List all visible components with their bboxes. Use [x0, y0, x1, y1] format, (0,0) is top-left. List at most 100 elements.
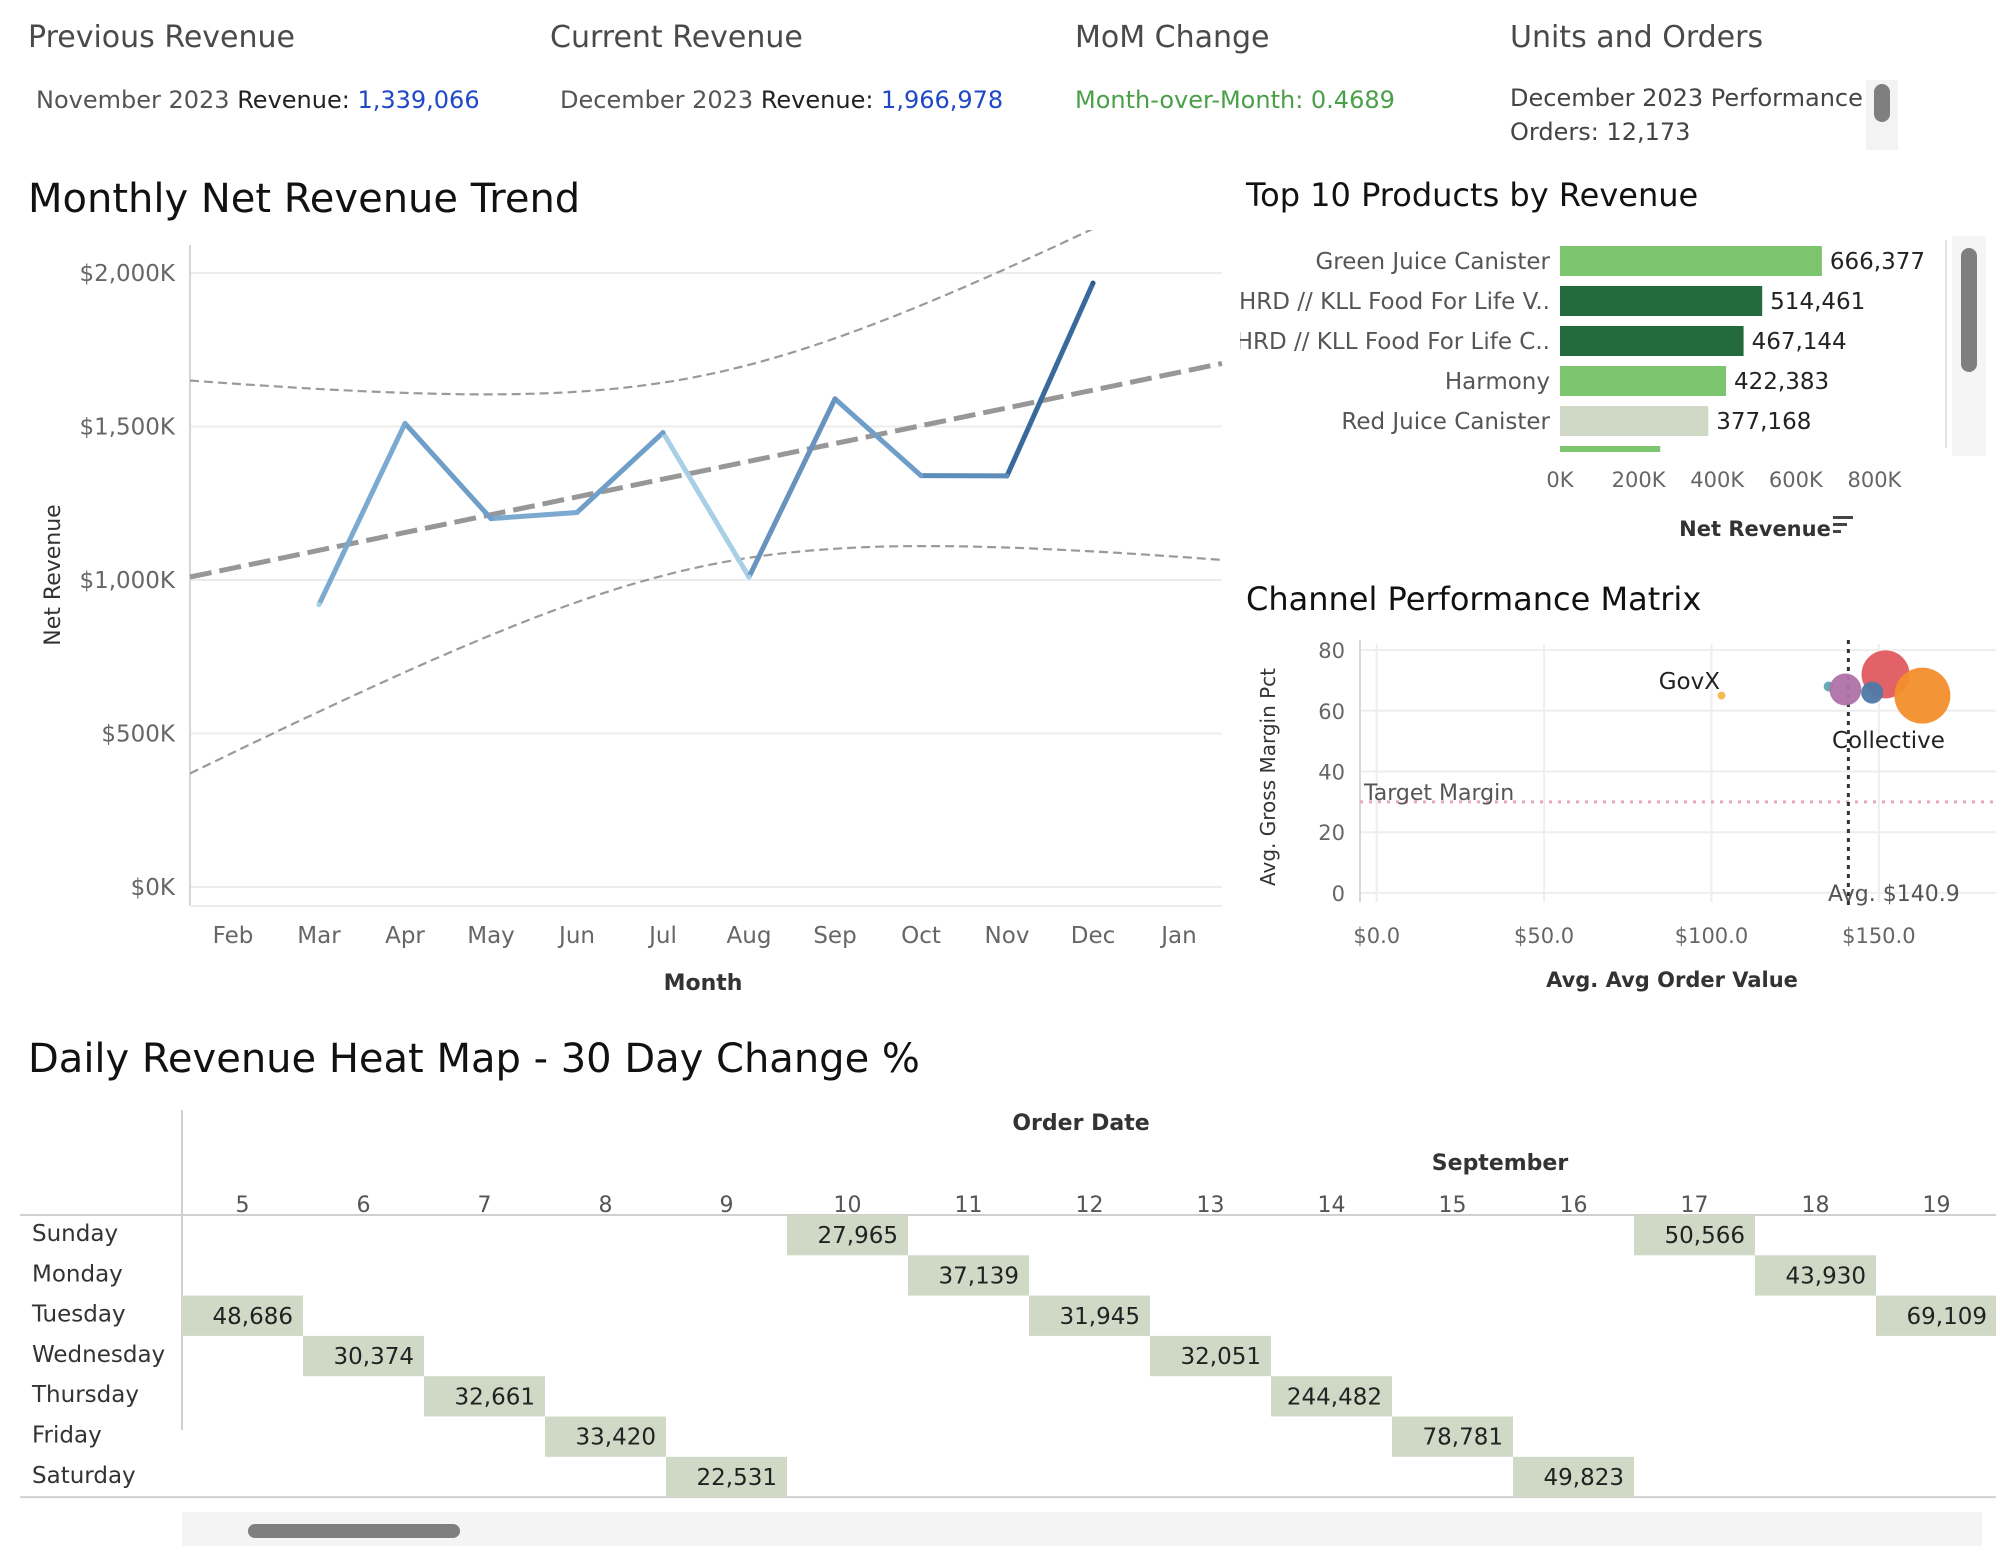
heatmap-cell[interactable]: [1271, 1376, 1392, 1417]
trend-point[interactable]: [1004, 473, 1010, 479]
heatmap-column-label: 16: [1560, 1193, 1588, 1218]
trend-segment: [660, 430, 752, 580]
heatmap-cell[interactable]: [1876, 1295, 1996, 1336]
heatmap-cell[interactable]: [908, 1255, 1029, 1296]
units-scrollbar[interactable]: [1866, 80, 1898, 150]
heatmap-column-label: 11: [955, 1193, 983, 1218]
product-bar[interactable]: [1560, 326, 1744, 356]
top-products-scrollbar[interactable]: [1952, 236, 1986, 456]
trend-x-tick: Jun: [557, 923, 595, 949]
trend-x-tick: Feb: [213, 923, 254, 949]
trend-segment: [488, 509, 580, 522]
product-bar[interactable]: [1560, 366, 1726, 396]
channel-y-ticks: 0 20 40 60 80: [1318, 639, 1345, 906]
channel-x-tick: $50.0: [1514, 924, 1574, 948]
heatmap-cell-value: 43,930: [1786, 1263, 1866, 1289]
channel-points: [1717, 650, 1951, 724]
channel-x-tick: $150.0: [1842, 924, 1915, 948]
heatmap-cell[interactable]: [1150, 1335, 1271, 1377]
trend-x-tick: Jul: [647, 923, 677, 949]
heatmap-cell-value: 22,531: [697, 1465, 777, 1491]
top-products-bars: Green Juice Canister 666,377 HRD // KLL Fo…: [1240, 246, 1925, 476]
trend-x-label: Month: [664, 971, 743, 996]
channel-point[interactable]: [1861, 681, 1884, 704]
heatmap-cell[interactable]: [303, 1335, 424, 1377]
heatmap-cell-value: 69,109: [1907, 1304, 1987, 1330]
heatmap-row-label: Wednesday: [32, 1342, 165, 1368]
heatmap-cell[interactable]: [545, 1416, 666, 1457]
previous-revenue-title: Previous Revenue: [28, 20, 295, 55]
heatmap-cell[interactable]: [1029, 1295, 1150, 1336]
trend-point[interactable]: [918, 473, 924, 479]
trend-series: [316, 280, 1096, 608]
trend-point[interactable]: [316, 602, 322, 608]
product-bar-partial[interactable]: [1560, 446, 1661, 476]
trend-segment: [746, 396, 838, 580]
trend-x-tick: Aug: [727, 923, 772, 949]
product-x-tick: 600K: [1769, 468, 1824, 492]
product-value: 422,383: [1734, 369, 1829, 395]
trend-point[interactable]: [574, 509, 580, 515]
heatmap-column-label: 9: [720, 1193, 734, 1218]
heatmap-cell-value: 78,781: [1423, 1425, 1503, 1451]
heatmap-chart: Order Date September 5 6 7 8 9 10 11 12 13 14 15 16…: [20, 1110, 1996, 1499]
heatmap-cell-value: 33,420: [576, 1425, 656, 1451]
heatmap-scrollbar[interactable]: [182, 1512, 1982, 1546]
product-label: HRD // KLL Food For Life C..: [1240, 329, 1550, 355]
units-scrollbar-thumb[interactable]: [1874, 84, 1890, 122]
trend-point[interactable]: [402, 420, 408, 426]
trend-point[interactable]: [660, 430, 666, 436]
sort-icon[interactable]: [1833, 516, 1853, 533]
current-revenue-line: December 2023 Revenue: 1,966,978: [560, 86, 1003, 114]
channel-point[interactable]: [1717, 691, 1726, 700]
previous-revenue-line: November 2023 Revenue: 1,339,066: [36, 86, 480, 114]
channel-x-tick: $100.0: [1675, 924, 1748, 948]
heatmap-month: September: [1432, 1151, 1569, 1176]
trend-y-tick: $2,000K: [79, 261, 175, 287]
heatmap-cell[interactable]: [1755, 1255, 1876, 1296]
heatmap-cell-value: 48,686: [213, 1304, 293, 1330]
trend-y-tick: $1,000K: [79, 568, 175, 594]
heatmap-cell[interactable]: [1634, 1215, 1755, 1256]
channel-gridlines: [1359, 640, 1996, 902]
heatmap-cell[interactable]: [1513, 1456, 1634, 1498]
channel-matrix-title: Channel Performance Matrix: [1246, 580, 1702, 618]
product-bar[interactable]: [1560, 406, 1709, 436]
trend-regression-line: [189, 360, 1223, 580]
heatmap-cell[interactable]: [424, 1376, 545, 1417]
previous-period: November 2023: [36, 86, 230, 114]
heatmap-cell[interactable]: [1392, 1416, 1513, 1457]
heatmap-column-label: 12: [1076, 1193, 1104, 1218]
product-value: 514,461: [1770, 289, 1865, 315]
top-products-title: Top 10 Products by Revenue: [1246, 176, 1699, 214]
trend-segment: [316, 420, 408, 608]
top-products-scrollbar-thumb[interactable]: [1961, 248, 1977, 372]
channel-matrix-chart: 0 20 40 60 80 $0.0 $50.0 $100.0 $150.0 Avg. Avg…: [1256, 639, 1996, 992]
product-bar[interactable]: [1560, 246, 1822, 276]
top-products-x-ticks: 0K 200K 400K 600K 800K: [1546, 468, 1902, 492]
trend-point[interactable]: [746, 574, 752, 580]
trend-x-tick: Oct: [901, 923, 941, 949]
channel-point[interactable]: [1829, 673, 1862, 706]
trend-point[interactable]: [832, 396, 838, 402]
channel-point[interactable]: [1894, 667, 1951, 724]
heatmap-cell[interactable]: [666, 1456, 787, 1498]
product-value: 467,144: [1752, 329, 1847, 355]
heatmap-rows: Sunday Monday Tuesday Wednesday Thursday Frid…: [31, 1221, 165, 1489]
trend-y-tick: $500K: [101, 722, 176, 748]
top-products-chart: Green Juice Canister 666,377 HRD // KLL Fo…: [1240, 240, 1947, 541]
trend-x-ticks: Feb Mar Apr May Jun Jul Aug Sep Oct Nov Dec Jan: [213, 923, 1197, 949]
current-revenue-value: 1,966,978: [881, 86, 1004, 114]
label-govx: GovX: [1659, 669, 1721, 695]
trend-point[interactable]: [488, 516, 494, 522]
trend-point[interactable]: [1090, 280, 1096, 286]
trend-segment: [1004, 280, 1096, 479]
heatmap-scrollbar-thumb[interactable]: [248, 1524, 460, 1538]
product-bar[interactable]: [1560, 286, 1763, 316]
heatmap-column-label: 8: [599, 1193, 613, 1218]
heatmap-cell[interactable]: [787, 1215, 908, 1256]
heatmap-cell[interactable]: [182, 1295, 303, 1336]
trend-segment: [832, 396, 924, 479]
product-label: Red Juice Canister: [1341, 409, 1550, 435]
units-orders-line: Orders: 12,173: [1510, 118, 1691, 146]
